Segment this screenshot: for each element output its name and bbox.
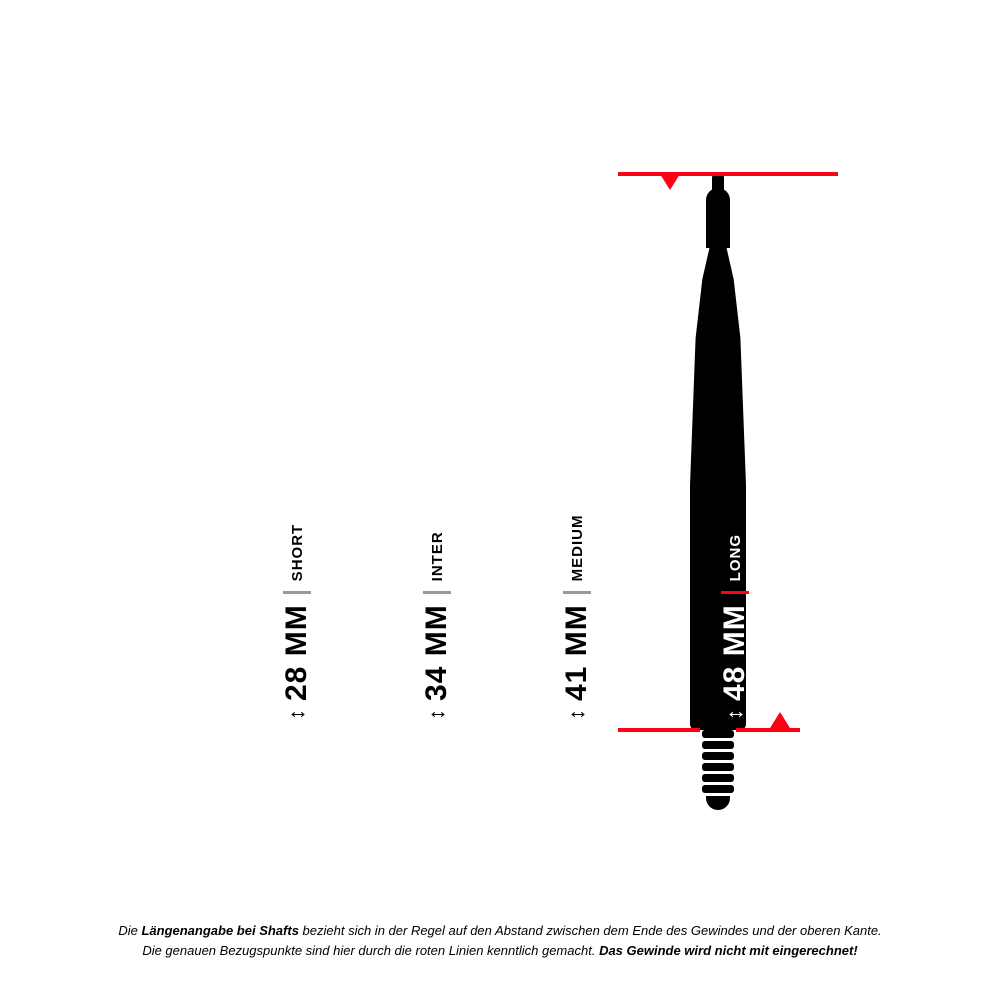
size-value: 28 MM [280,604,314,701]
size-name: SHORT [289,524,306,582]
size-label-short: ↕ 28 MM SHORT [280,524,314,720]
shaft-tip [706,188,730,248]
size-name: INTER [429,531,446,581]
diagram-stage: ↕ 28 MM SHORT ↕ 34 MM INTER ↕ 41 MM MEDIUM ↕ 48 MM… [0,0,1000,1000]
measure-arrow-bottom [770,712,790,728]
size-value: 41 MM [560,604,594,701]
footnote-line2: Die genauen Bezugspunkte sind hier durch… [142,943,857,958]
footnote-line1: Die Längenangabe bei Shafts bezieht sich… [118,923,881,938]
size-label-medium: ↕ 41 MM MEDIUM [560,514,594,720]
size-value: 48 MM [718,604,752,701]
measure-line-top [618,172,838,176]
footnote: Die Längenangabe bei Shafts bezieht sich… [0,921,1000,960]
size-value: 34 MM [420,604,454,701]
updown-arrow-icon: ↕ [424,711,450,720]
updown-arrow-icon: ↕ [722,711,748,720]
updown-arrow-icon: ↕ [284,711,310,720]
shaft-thread-tip [706,796,730,810]
size-label-inter: ↕ 34 MM INTER [420,531,454,720]
size-name: LONG [727,534,744,581]
measure-line-bottom-b [736,728,800,732]
shaft-thread [702,730,734,798]
size-divider [283,591,311,594]
size-divider [423,591,451,594]
size-label-long: ↕ 48 MM LONG [718,534,752,720]
size-name: MEDIUM [569,514,586,581]
measure-arrow-top [660,174,680,190]
updown-arrow-icon: ↕ [564,711,590,720]
size-divider [563,591,591,594]
measure-line-bottom [618,728,700,732]
size-divider [721,591,749,594]
